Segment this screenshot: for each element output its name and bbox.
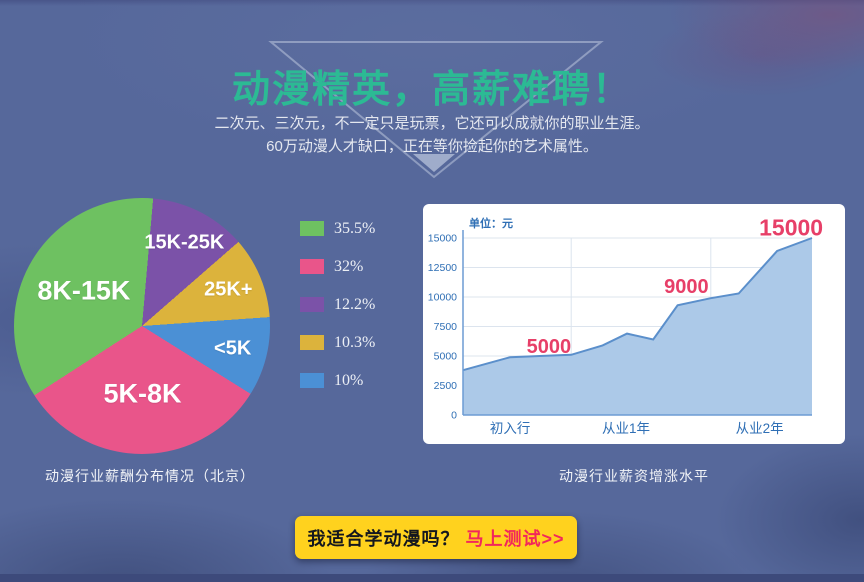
legend-label: 12.2% — [334, 295, 376, 313]
legend-item: 12.2% — [300, 295, 376, 313]
y-tick-label: 15000 — [428, 233, 457, 245]
pie-slice-label: <5K — [214, 337, 252, 360]
legend-swatch — [300, 221, 324, 236]
legend-label: 35.5% — [334, 219, 376, 237]
pie-slice-label: 5K-8K — [103, 378, 182, 409]
data-point-label: 5000 — [527, 336, 572, 358]
y-tick-label: 2500 — [434, 380, 458, 392]
salary-distribution-pie-chart: 15K-25K 25K+ <5K 5K-8K 8K-15K — [14, 198, 270, 454]
legend-label: 10% — [334, 371, 364, 389]
page-subtitle: 二次元、三次元，不一定只是玩票，它还可以成就你的职业生涯。 60万动漫人才缺口，… — [0, 112, 864, 158]
salary-growth-chart-card: 0 2500 5000 7500 10000 12500 15000 初入行 从业1年 从业2年 单… — [423, 204, 845, 444]
y-tick-label: 0 — [451, 410, 457, 422]
salary-area-fill — [463, 238, 812, 415]
legend-item: 10% — [300, 371, 375, 389]
y-tick-label: 7500 — [434, 321, 458, 333]
legend-swatch — [300, 335, 324, 350]
pie-legend: 35.5% 32% 12.2% 10.3% 10% — [300, 219, 376, 411]
pie-slice-label: 15K-25K — [144, 231, 225, 254]
data-point-label: 15000 — [759, 214, 823, 240]
bottom-border — [0, 574, 864, 582]
legend-item: 32% — [300, 257, 375, 275]
data-point-label: 9000 — [664, 276, 709, 298]
x-category-label: 从业2年 — [736, 421, 784, 436]
pie-chart — [14, 198, 270, 454]
legend-label: 10.3% — [334, 333, 376, 351]
cta-question-text: 我适合学动漫吗？ — [307, 528, 460, 549]
triangle-fill-icon — [413, 154, 455, 172]
triangle-outline — [268, 41, 604, 179]
y-tick-label: 5000 — [434, 351, 458, 363]
salary-line — [462, 237, 813, 372]
pie-slice-label: 8K-15K — [37, 275, 131, 306]
subtitle-line-1: 二次元、三次元，不一定只是玩票，它还可以成就你的职业生涯。 — [214, 115, 650, 132]
suitability-test-button[interactable]: 我适合学动漫吗？ 马上测试>> — [295, 516, 577, 559]
pie-slice-label: 25K+ — [204, 278, 253, 301]
legend-label: 32% — [334, 257, 364, 275]
legend-swatch — [300, 373, 324, 388]
subtitle-line-2: 60万动漫人才缺口，正在等你捡起你的艺术属性。 — [266, 138, 598, 155]
pie-chart-caption: 动漫行业薪酬分布情况（北京） — [45, 468, 255, 484]
x-category-label: 从业1年 — [602, 421, 650, 436]
page-title: 动漫精英，高薪难聘！ — [231, 69, 632, 111]
legend-swatch — [300, 297, 324, 312]
salary-growth-area-chart: 0 2500 5000 7500 10000 12500 15000 初入行 从业1年 从业2年 单… — [428, 214, 823, 436]
y-tick-label: 12500 — [428, 262, 457, 274]
x-category-label: 初入行 — [490, 420, 530, 436]
legend-item: 10.3% — [300, 333, 376, 351]
chevron-decoration — [268, 41, 604, 179]
unit-label: 单位：元 — [469, 216, 513, 230]
y-tick-label: 10000 — [428, 292, 457, 304]
legend-swatch — [300, 259, 324, 274]
legend-item: 35.5% — [300, 219, 376, 237]
line-chart-caption: 动漫行业薪资增涨水平 — [559, 468, 709, 484]
cta-action-link[interactable]: 马上测试>> — [465, 528, 565, 549]
